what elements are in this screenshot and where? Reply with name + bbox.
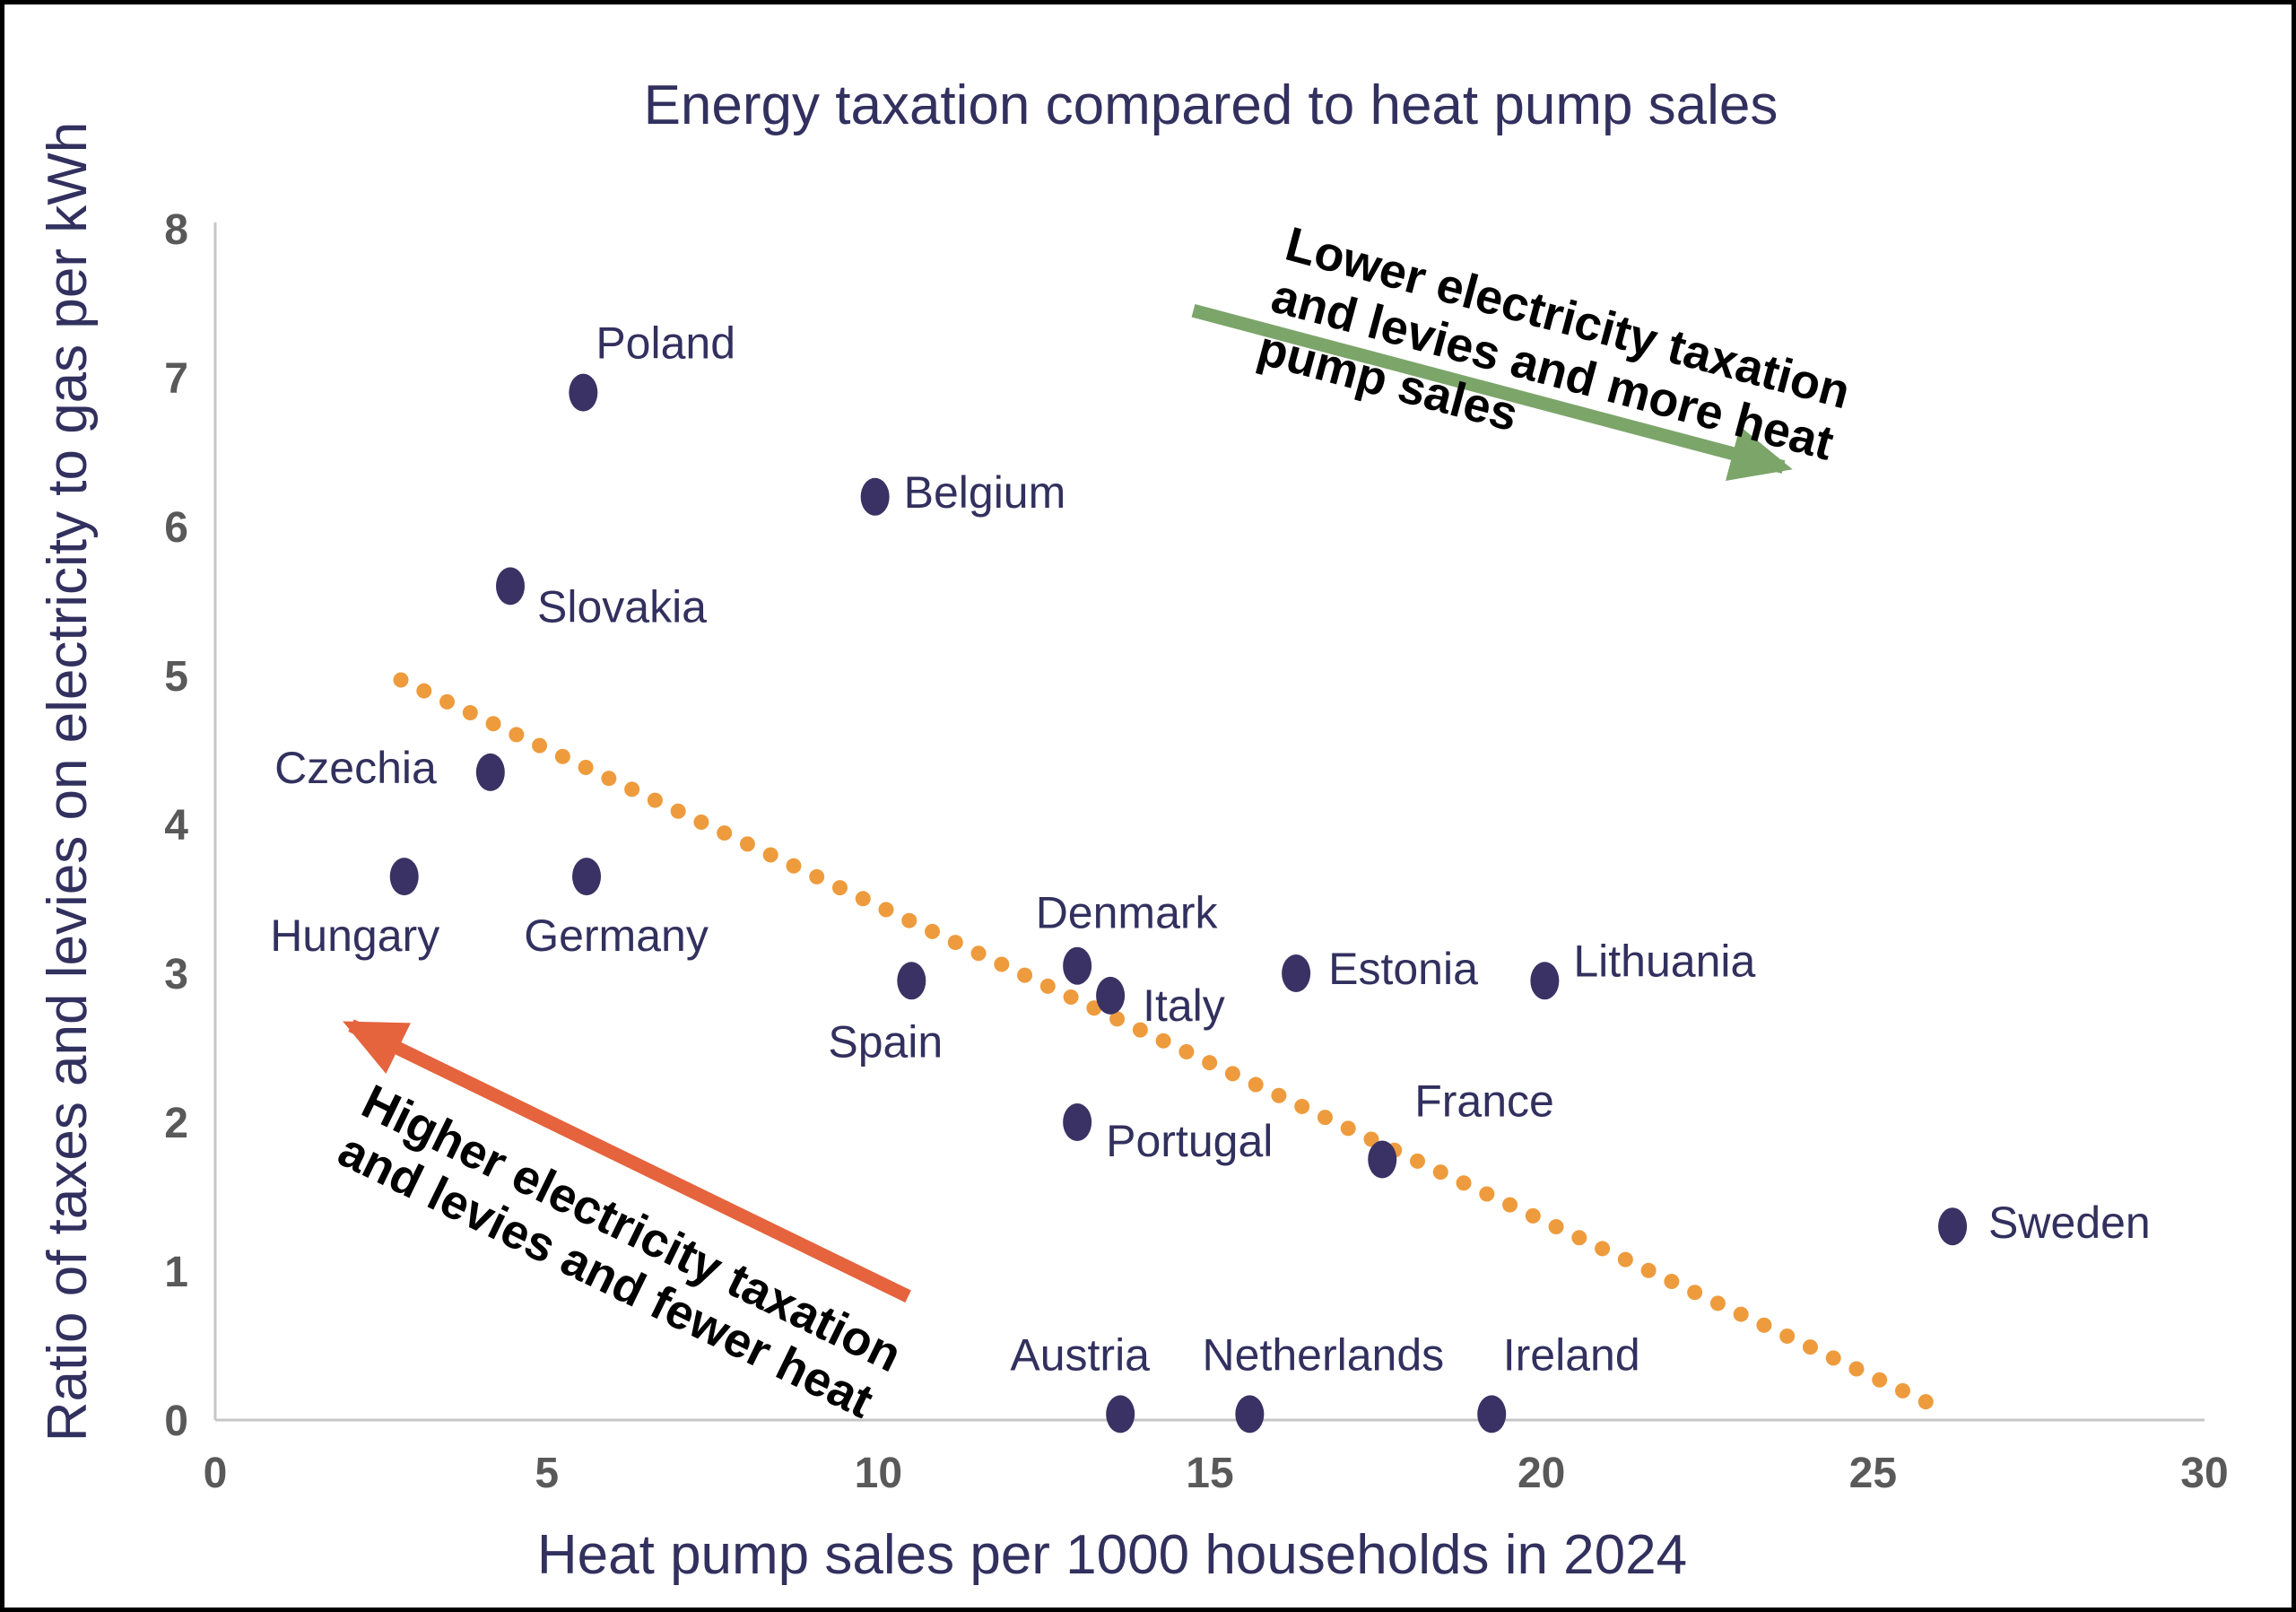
- annotation-arrow-lower-right: [1191, 304, 1793, 482]
- label-poland: Poland: [596, 318, 735, 369]
- label-netherlands: Netherlands: [1203, 1329, 1445, 1380]
- trendline-dotted: [393, 672, 1947, 1416]
- x-axis-title: Heat pump sales per 1000 households in 2…: [536, 1524, 1688, 1586]
- x-tick-label-30: 30: [2180, 1450, 2228, 1497]
- label-lithuania: Lithuania: [1573, 936, 1755, 986]
- y-tick-label-7: 7: [164, 355, 188, 403]
- point-czechia: [475, 753, 505, 791]
- label-portugal: Portugal: [1106, 1116, 1273, 1166]
- label-czechia: Czechia: [274, 743, 437, 793]
- chart-title: Energy taxation compared to heat pump sa…: [643, 74, 1779, 136]
- x-tick-label-10: 10: [855, 1450, 902, 1497]
- label-denmark: Denmark: [1036, 888, 1219, 938]
- label-france: France: [1414, 1076, 1554, 1127]
- y-tick-label-8: 8: [164, 206, 188, 254]
- y-tick-label-4: 4: [164, 802, 188, 850]
- x-tick-label-15: 15: [1186, 1450, 1233, 1497]
- y-tick-label-5: 5: [164, 653, 188, 701]
- label-estonia: Estonia: [1328, 944, 1478, 994]
- x-tick-label-25: 25: [1849, 1450, 1897, 1497]
- y-tick-label-1: 1: [164, 1249, 188, 1296]
- point-hungary: [389, 858, 419, 896]
- point-france: [1368, 1140, 1397, 1179]
- y-tick-label-3: 3: [164, 951, 188, 998]
- label-germany: Germany: [524, 911, 709, 961]
- y-tick-label-2: 2: [164, 1100, 188, 1147]
- point-sweden: [1938, 1207, 1968, 1246]
- y-tick-label-0: 0: [164, 1398, 188, 1445]
- x-tick-label-5: 5: [535, 1450, 559, 1497]
- point-portugal: [1063, 1103, 1092, 1141]
- point-netherlands: [1235, 1395, 1265, 1433]
- point-denmark: [1063, 946, 1092, 985]
- label-hungary: Hungary: [270, 911, 439, 961]
- x-tick-label-0: 0: [204, 1450, 228, 1497]
- point-germany: [572, 858, 602, 896]
- point-slovakia: [496, 567, 526, 606]
- point-italy: [1096, 976, 1126, 1015]
- point-austria: [1106, 1395, 1135, 1433]
- point-lithuania: [1530, 962, 1560, 1000]
- annotation-text-lower-right: Lower electricity taxationand levies and…: [1252, 217, 1856, 524]
- label-ireland: Ireland: [1503, 1329, 1640, 1380]
- label-spain: Spain: [828, 1016, 943, 1067]
- label-slovakia: Slovakia: [537, 581, 707, 632]
- x-tick-label-20: 20: [1518, 1450, 1565, 1497]
- label-belgium: Belgium: [904, 467, 1066, 518]
- y-tick-label-6: 6: [164, 504, 188, 552]
- point-estonia: [1282, 954, 1311, 992]
- point-ireland: [1477, 1395, 1507, 1433]
- point-belgium: [860, 477, 890, 516]
- point-spain: [897, 962, 926, 1000]
- label-sweden: Sweden: [1988, 1198, 2151, 1248]
- point-poland: [569, 373, 598, 412]
- label-austria: Austria: [1010, 1329, 1150, 1380]
- label-italy: Italy: [1143, 980, 1225, 1031]
- annotation-arrow-higher-left: [343, 1019, 911, 1303]
